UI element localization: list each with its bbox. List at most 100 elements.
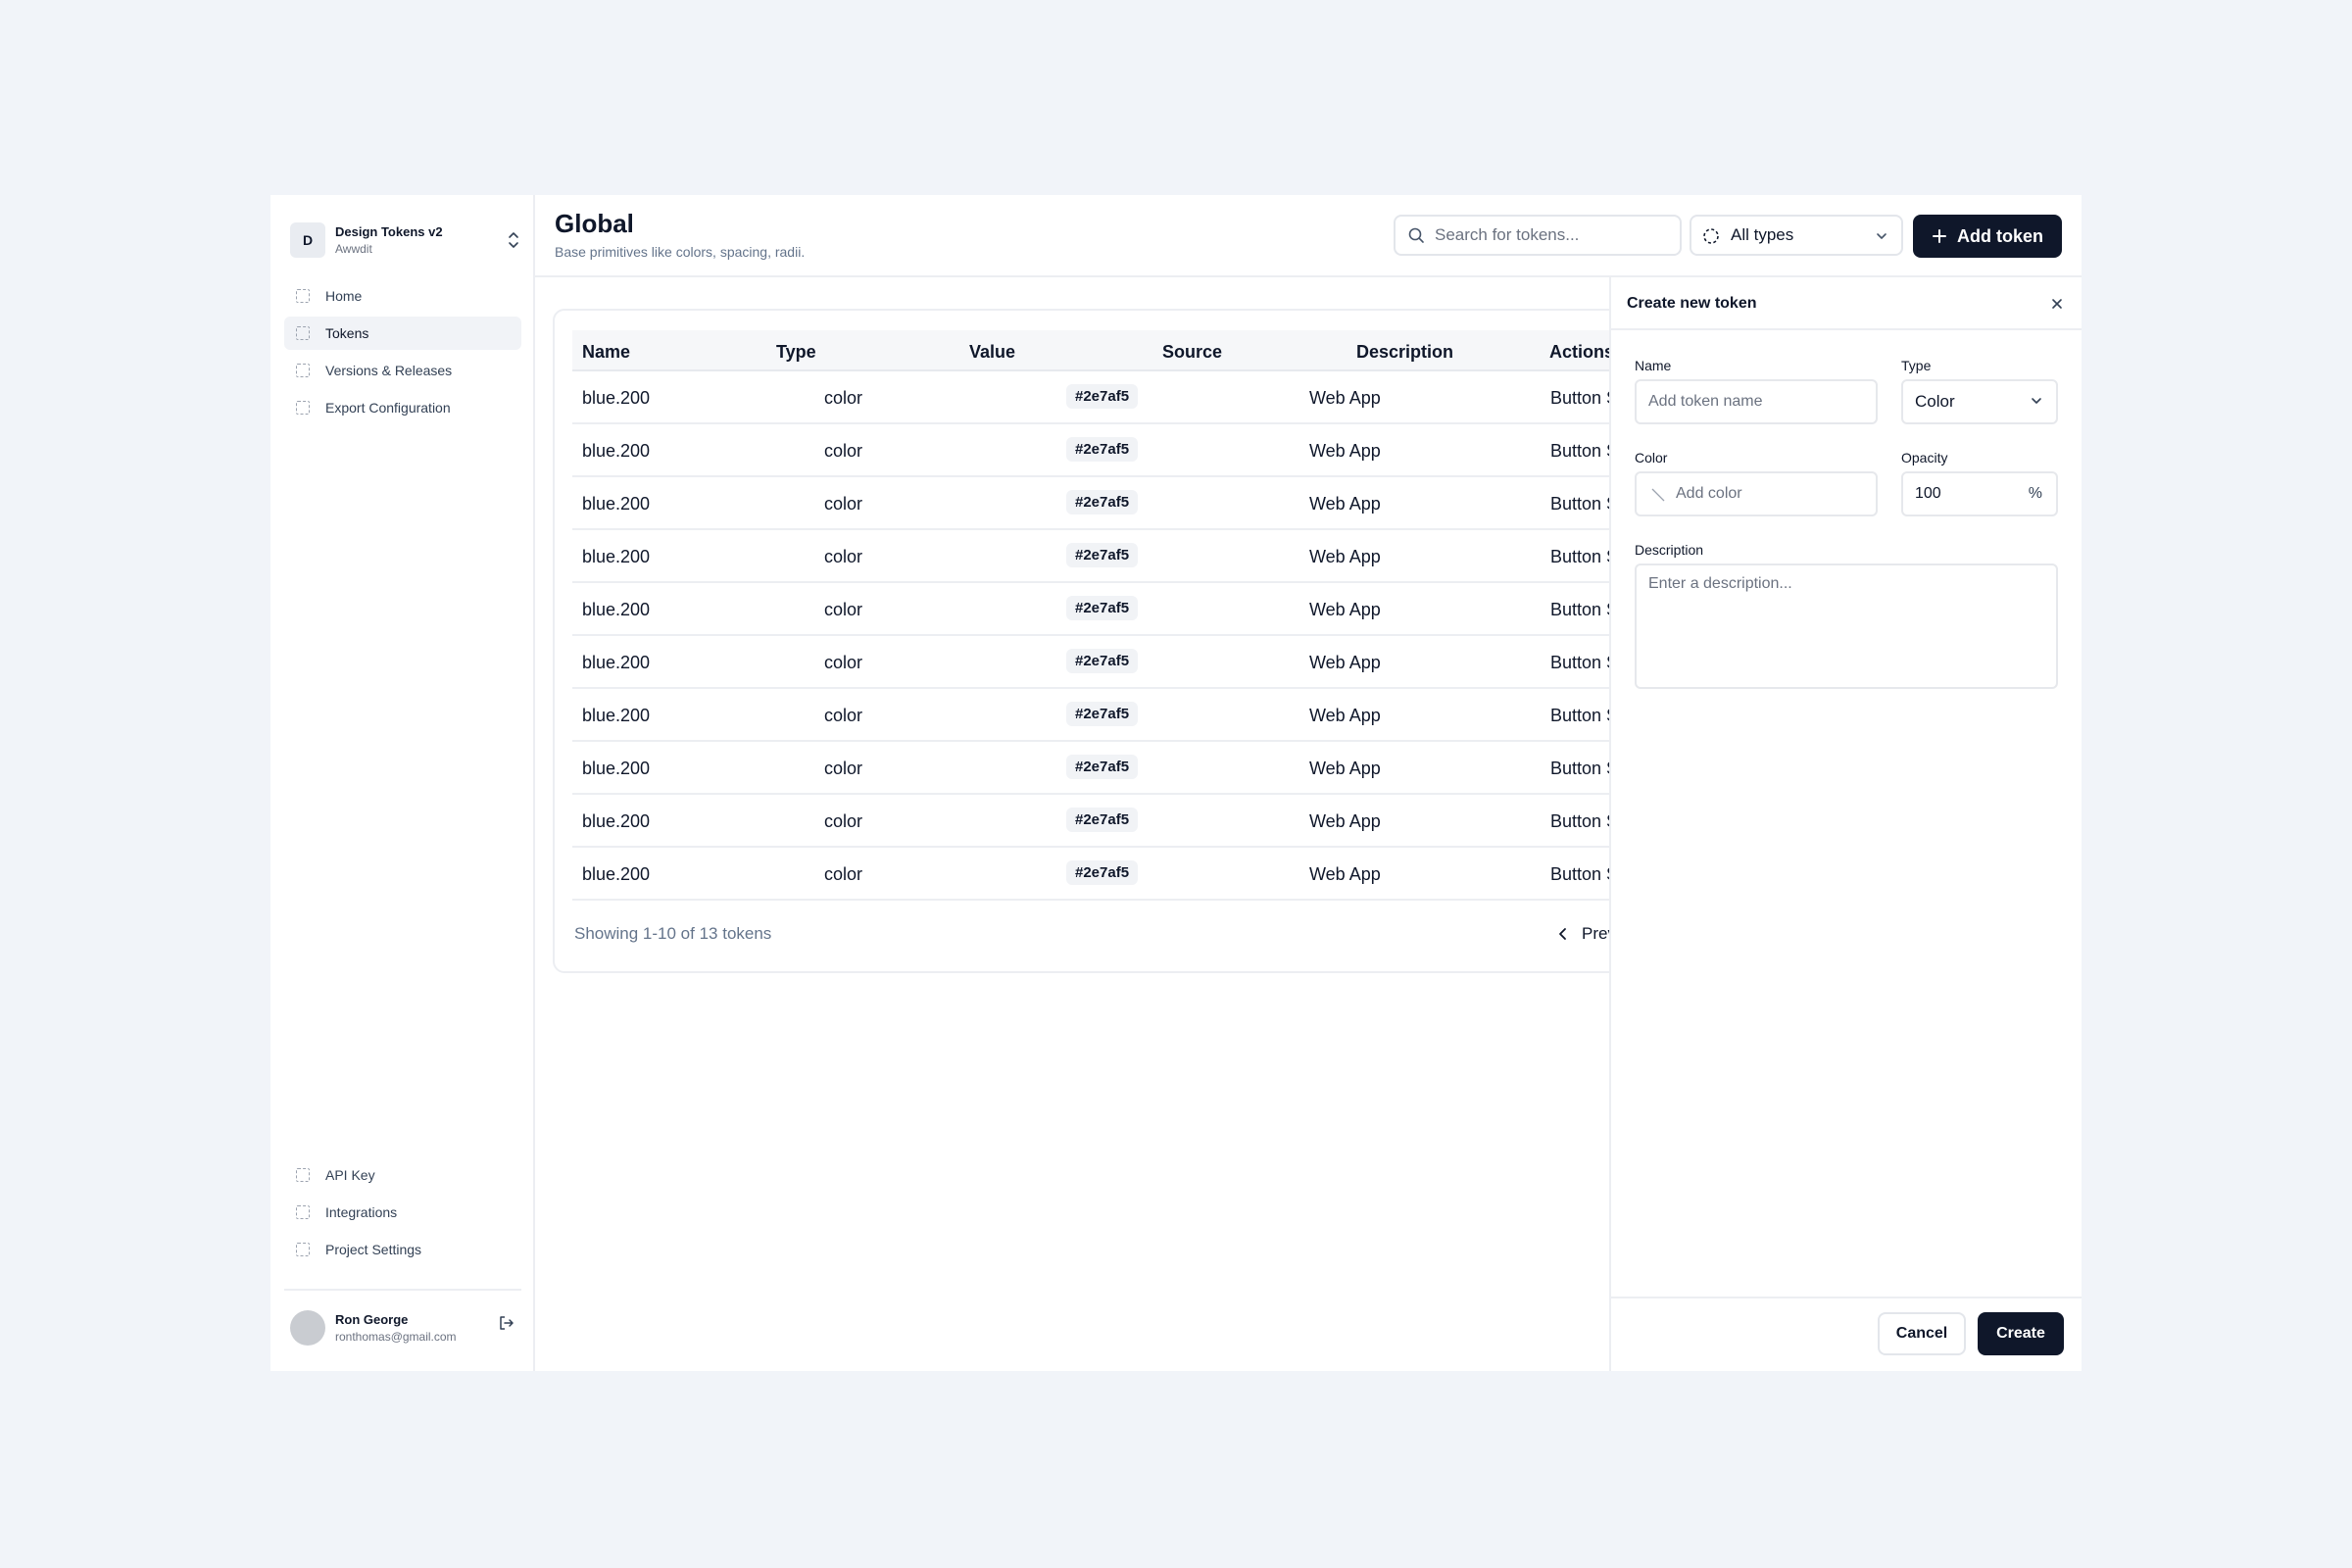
sidebar-item-label: Versions & Releases (325, 363, 453, 378)
column-header-source[interactable]: Source (1162, 342, 1223, 362)
token-value-badge: #2e7af5 (1066, 860, 1139, 885)
table-row[interactable]: blue.200 color #2e7af5 Web App Button S (572, 848, 1729, 901)
token-description-cell: Button S (1550, 864, 1619, 884)
page-header: Global Base primitives like colors, spac… (535, 195, 2082, 277)
sidebar-item-tokens[interactable]: Tokens (284, 317, 521, 350)
sidebar: D Design Tokens v2 Awwdit Home Tokens Ve… (270, 195, 535, 1371)
token-name-cell: blue.200 (582, 811, 651, 831)
token-name-cell: blue.200 (582, 494, 651, 514)
column-header-description[interactable]: Description (1356, 342, 1454, 362)
token-description-cell: Button S (1550, 811, 1619, 831)
sidebar-item-label: Tokens (325, 325, 369, 341)
token-description-cell: Button S (1550, 759, 1619, 778)
token-value-badge: #2e7af5 (1066, 543, 1139, 567)
table-row[interactable]: blue.200 color #2e7af5 Web App Button S (572, 583, 1729, 636)
token-value-badge: #2e7af5 (1066, 702, 1139, 726)
table-row[interactable]: blue.200 color #2e7af5 Web App Button S (572, 530, 1729, 583)
description-textarea[interactable] (1648, 575, 2046, 683)
sidebar-item-versions-releases[interactable]: Versions & Releases (284, 354, 521, 387)
workspace-name: Design Tokens v2 (335, 224, 443, 239)
sidebar-item-label: Project Settings (325, 1242, 422, 1257)
description-label: Description (1635, 542, 1704, 558)
table-row[interactable]: blue.200 color #2e7af5 Web App Button S (572, 795, 1729, 848)
token-source-cell: Web App (1309, 547, 1381, 566)
table-row[interactable]: blue.200 color #2e7af5 Web App Button S (572, 636, 1729, 689)
color-field (1635, 471, 1878, 516)
column-header-name[interactable]: Name (582, 342, 631, 362)
cancel-button[interactable]: Cancel (1878, 1312, 1966, 1355)
sidebar-item-label: Home (325, 288, 363, 304)
workspace-org: Awwdit (335, 242, 372, 256)
token-name-cell: blue.200 (582, 759, 651, 778)
add-token-button[interactable]: Add token (1913, 215, 2062, 258)
table-row[interactable]: blue.200 color #2e7af5 Web App Button S (572, 477, 1729, 530)
sidebar-item-project-settings[interactable]: Project Settings (284, 1233, 521, 1266)
drawer-header: Create new token (1611, 277, 2082, 330)
placeholder-icon (296, 326, 310, 340)
sidebar-item-home[interactable]: Home (284, 279, 521, 313)
token-source-cell: Web App (1309, 441, 1381, 461)
token-value-badge: #2e7af5 (1066, 596, 1139, 620)
user-email: ronthomas@gmail.com (335, 1330, 457, 1344)
create-button[interactable]: Create (1978, 1312, 2064, 1355)
token-value-badge: #2e7af5 (1066, 808, 1139, 832)
token-source-cell: Web App (1309, 759, 1381, 778)
page-subtitle: Base primitives like colors, spacing, ra… (555, 244, 806, 260)
token-type-cell: color (824, 864, 863, 884)
token-source-cell: Web App (1309, 494, 1381, 514)
token-name-cell: blue.200 (582, 864, 651, 884)
logout-icon[interactable] (498, 1314, 515, 1332)
close-icon[interactable] (2050, 297, 2064, 311)
token-value-badge: #2e7af5 (1066, 649, 1139, 673)
table-row[interactable]: blue.200 color #2e7af5 Web App Button S (572, 424, 1729, 477)
token-name-cell: blue.200 (582, 388, 651, 408)
token-value-badge: #2e7af5 (1066, 437, 1139, 462)
table-row[interactable]: blue.200 color #2e7af5 Web App Button S (572, 742, 1729, 795)
empty-swatch-icon (1651, 488, 1665, 502)
placeholder-icon (296, 289, 310, 303)
search-input[interactable] (1435, 217, 1676, 254)
type-select[interactable]: Color (1901, 379, 2058, 424)
token-type-cell: color (824, 441, 863, 461)
color-input[interactable] (1676, 473, 1868, 514)
sidebar-item-export-configuration[interactable]: Export Configuration (284, 391, 521, 424)
placeholder-icon (296, 401, 310, 415)
opacity-input[interactable] (1915, 473, 2023, 514)
column-header-type[interactable]: Type (776, 342, 816, 362)
token-type-cell: color (824, 653, 863, 672)
avatar[interactable] (290, 1310, 325, 1346)
token-source-cell: Web App (1309, 706, 1381, 725)
token-type-cell: color (824, 706, 863, 725)
search-box (1394, 215, 1682, 256)
token-value-badge: #2e7af5 (1066, 490, 1139, 514)
nav-secondary: API Key Integrations Project Settings (284, 1158, 521, 1270)
token-name-input[interactable] (1648, 381, 1866, 422)
workspace-switcher[interactable]: D Design Tokens v2 Awwdit (290, 220, 521, 260)
token-source-cell: Web App (1309, 811, 1381, 831)
chevron-up-down-icon[interactable] (506, 228, 521, 252)
type-filter-select[interactable]: All types (1690, 215, 1903, 256)
drawer-footer: Cancel Create (1611, 1297, 2082, 1371)
token-description-cell: Button S (1550, 653, 1619, 672)
token-name-cell: blue.200 (582, 653, 651, 672)
drawer-title: Create new token (1627, 295, 1757, 312)
sidebar-item-label: Integrations (325, 1204, 398, 1220)
table-row[interactable]: blue.200 color #2e7af5 Web App Button S (572, 689, 1729, 742)
token-name-cell: blue.200 (582, 706, 651, 725)
add-token-label: Add token (1957, 225, 2043, 246)
search-icon (1408, 227, 1424, 243)
token-type-cell: color (824, 547, 863, 566)
page-title: Global (555, 209, 634, 238)
column-header-value[interactable]: Value (969, 342, 1016, 362)
sidebar-item-integrations[interactable]: Integrations (284, 1196, 521, 1229)
token-source-cell: Web App (1309, 388, 1381, 408)
loader-circle-icon (1703, 228, 1719, 244)
placeholder-icon (296, 364, 310, 377)
user-name: Ron George (335, 1312, 409, 1327)
table-row[interactable]: blue.200 color #2e7af5 Web App Button S (572, 371, 1729, 424)
sidebar-item-api-key[interactable]: API Key (284, 1158, 521, 1192)
type-select-value: Color (1915, 392, 1955, 411)
pagination-summary: Showing 1-10 of 13 tokens (574, 924, 772, 943)
token-type-cell: color (824, 759, 863, 778)
